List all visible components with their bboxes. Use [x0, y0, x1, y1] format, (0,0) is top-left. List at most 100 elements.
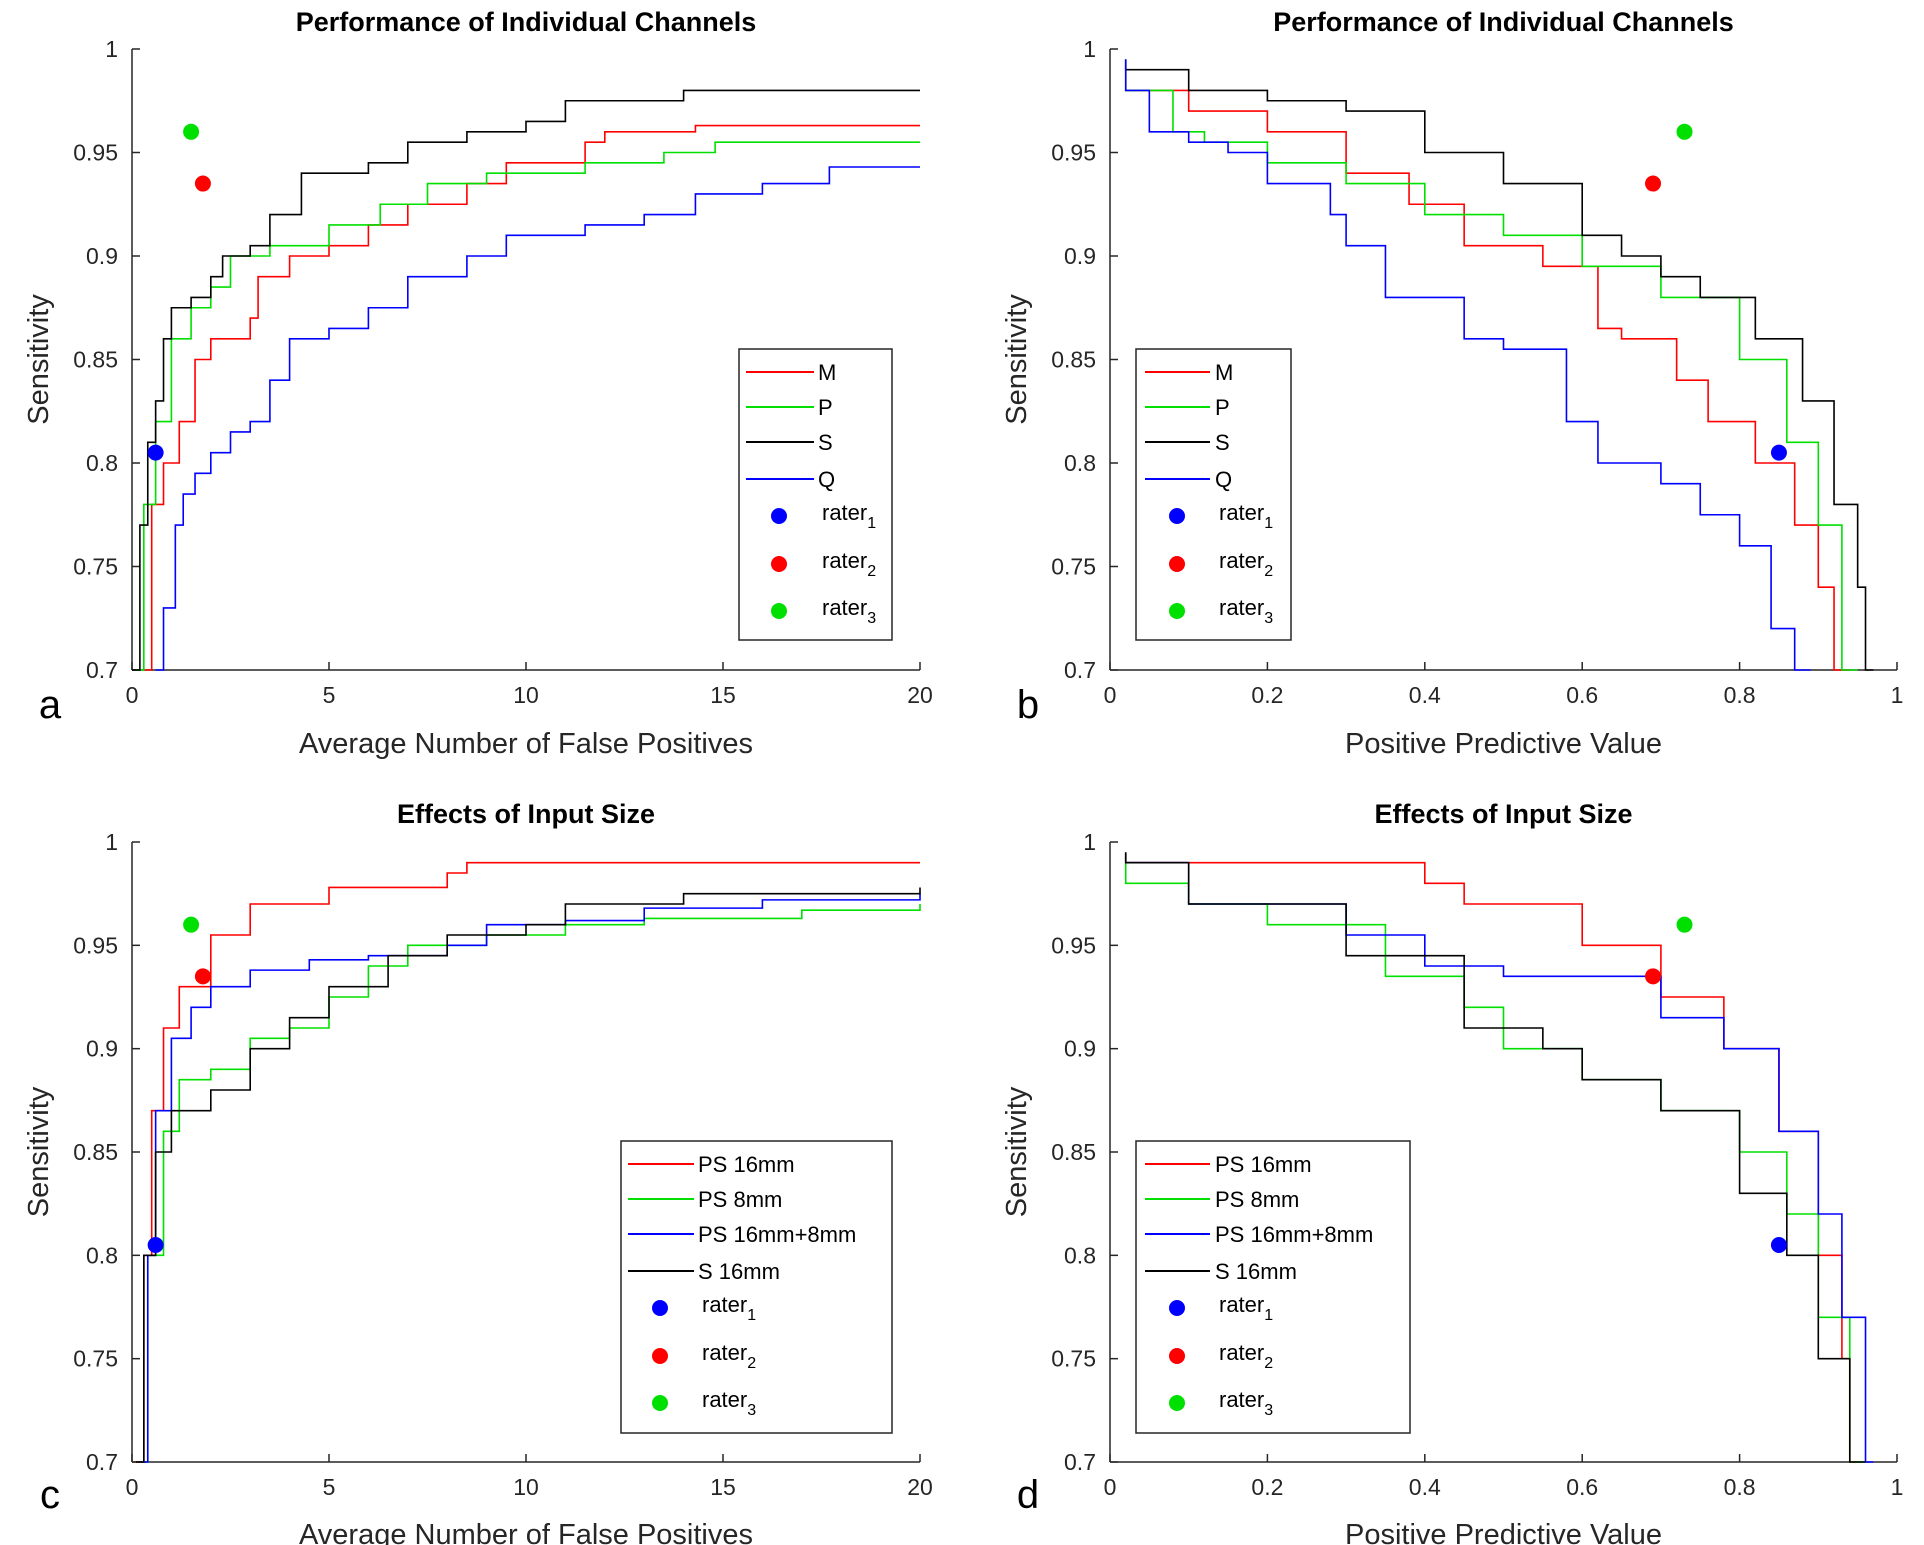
y-tick-label: 0.9: [86, 243, 118, 269]
panel-c: 0 5 10 15 20 0.7 0.75 0.8 0.85 0.9 0.95 1 Effects of…: [23, 799, 933, 1545]
x-tick-label: 10: [513, 1474, 539, 1500]
legend-marker: [652, 1395, 668, 1411]
rater-3-point: [183, 123, 200, 140]
legend-marker: [771, 603, 787, 619]
legend-label-subscript: 1: [1264, 1307, 1273, 1324]
rater-1-point: [1770, 1237, 1787, 1253]
y-tick-label: 0.7: [86, 657, 118, 683]
series-line-m: [143, 124, 920, 671]
series-line-s-16mm: [135, 887, 921, 1463]
y-tick-label: 0.75: [1051, 554, 1096, 580]
legend-label: rater2: [702, 1340, 756, 1372]
y-axis-label: Sensitivity: [1001, 294, 1033, 425]
y-tick-label: 1: [105, 36, 118, 62]
legend-label-subscript: 3: [1264, 610, 1273, 627]
legend-label-text: rater: [822, 595, 867, 620]
x-tick-label: 5: [323, 1474, 336, 1500]
y-tick-label: 0.95: [73, 140, 118, 166]
panel-letter: b: [1017, 683, 1039, 727]
y-tick-label: 1: [105, 829, 118, 855]
chart-title: Performance of Individual Channels: [1273, 7, 1734, 37]
legend-label-text: rater: [1219, 500, 1264, 525]
x-tick-label: 0.8: [1724, 1474, 1756, 1500]
legend-marker: [1169, 1300, 1185, 1316]
chart-title: Effects of Input Size: [1374, 799, 1632, 829]
rater-1-point: [147, 444, 164, 461]
legend-label: rater1: [822, 500, 876, 532]
legend-label: rater1: [1219, 500, 1273, 532]
series-line-m: [1124, 59, 1850, 671]
y-tick-label: 0.85: [1051, 347, 1096, 373]
chart-title: Effects of Input Size: [397, 799, 655, 829]
y-tick-label: 0.9: [86, 1036, 118, 1062]
x-axis-label: Positive Predictive Value: [1345, 1519, 1662, 1545]
legend-box: [620, 1140, 893, 1434]
chart-title: Performance of Individual Channels: [296, 7, 757, 37]
legend-label: M: [818, 360, 836, 385]
legend-label: Q: [818, 467, 835, 492]
legend-label-subscript: 1: [747, 1307, 756, 1324]
legend-label-subscript: 2: [1264, 1355, 1273, 1372]
y-tick-label: 0.7: [86, 1449, 118, 1475]
legend-label: PS 16mm: [698, 1152, 795, 1177]
rater-3-point: [1676, 916, 1693, 933]
panel-letter: c: [40, 1473, 60, 1517]
legend-marker: [1169, 1395, 1185, 1411]
panel-a: 0 5 10 15 20 0.7 0.75 0.8 0.85 0.9 0.95 1 Performanc…: [23, 7, 933, 760]
legend-marker: [652, 1300, 668, 1316]
y-tick-label: 0.8: [1064, 1242, 1096, 1268]
legend-label: rater3: [1219, 595, 1273, 627]
rater-3-point: [183, 916, 200, 933]
legend-label: rater3: [822, 595, 876, 627]
y-tick-label: 0.75: [73, 554, 118, 580]
legend-label-subscript: 2: [747, 1355, 756, 1372]
series-line-q: [155, 166, 920, 671]
legend-label: S 16mm: [1215, 1259, 1297, 1284]
legend-marker: [1169, 603, 1185, 619]
legend-label-subscript: 3: [747, 1402, 756, 1419]
rater-3-point: [1676, 123, 1693, 140]
legend-marker: [771, 556, 787, 572]
legend-label: M: [1215, 360, 1233, 385]
x-tick-label: 10: [513, 682, 539, 708]
legend-label: PS 16mm+8mm: [1215, 1222, 1373, 1247]
legend-label-text: rater: [702, 1340, 747, 1365]
rater-2-point: [1645, 175, 1662, 192]
legend-label: S: [818, 430, 833, 455]
panel-letter: d: [1017, 1473, 1039, 1517]
y-tick-label: 0.9: [1064, 1036, 1096, 1062]
legend-label: rater1: [702, 1292, 756, 1324]
legend-label: PS 16mm: [1215, 1152, 1312, 1177]
legend-label-text: rater: [702, 1292, 747, 1317]
y-tick-label: 0.75: [1051, 1346, 1096, 1372]
rater-1-point: [147, 1237, 164, 1253]
legend-box: [738, 348, 893, 641]
x-axis-label: Average Number of False Positives: [299, 1519, 753, 1545]
series-line-s: [132, 89, 920, 671]
legend-label: rater2: [1219, 1340, 1273, 1372]
legend-label: S: [1215, 430, 1230, 455]
legend-label: PS 8mm: [698, 1187, 782, 1212]
y-tick-label: 0.7: [1064, 1449, 1096, 1475]
y-tick-label: 0.95: [1051, 140, 1096, 166]
y-tick-label: 1: [1083, 36, 1096, 62]
x-tick-label: 20: [907, 682, 933, 708]
y-tick-label: 0.9: [1064, 243, 1096, 269]
x-tick-label: 15: [710, 682, 736, 708]
legend-label-text: rater: [1219, 548, 1264, 573]
legend-label-subscript: 1: [1264, 515, 1273, 532]
x-tick-label: 0: [126, 682, 139, 708]
y-tick-label: 0.85: [73, 347, 118, 373]
series-line-ps-16mm-8mm: [139, 893, 921, 1463]
legend-label: rater3: [702, 1387, 756, 1419]
y-axis-label: Sensitivity: [1001, 1086, 1033, 1217]
legend-label-text: rater: [1219, 1340, 1264, 1365]
legend-label-subscript: 3: [1264, 1402, 1273, 1419]
legend-label: P: [818, 395, 833, 420]
rater-2-point: [1645, 968, 1662, 985]
y-tick-label: 0.8: [1064, 450, 1096, 476]
legend-label-subscript: 3: [867, 610, 876, 627]
y-tick-label: 0.85: [73, 1139, 118, 1165]
